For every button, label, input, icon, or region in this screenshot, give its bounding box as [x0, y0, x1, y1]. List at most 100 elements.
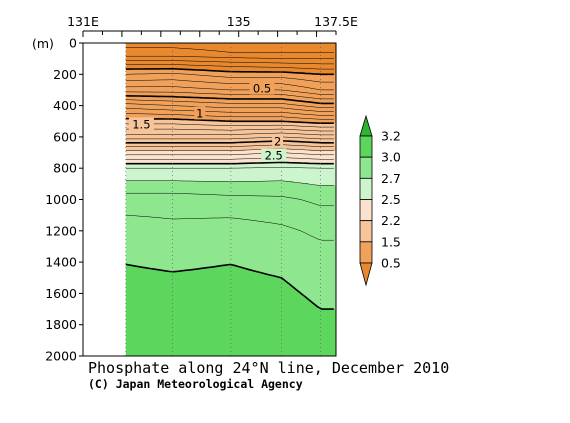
field-cell — [260, 163, 265, 182]
colorbar: 3.2 3.0 2.7 2.5 2.2 1.5 0.5 — [359, 114, 401, 287]
field-cell — [251, 43, 256, 72]
field-cell — [200, 181, 205, 270]
field-cell — [236, 151, 241, 164]
field-cell — [272, 43, 277, 72]
field-cell — [152, 269, 157, 356]
field-cell — [269, 121, 274, 150]
field-cell — [314, 163, 319, 186]
field-cell — [287, 285, 292, 356]
field-cell — [149, 181, 154, 270]
field-cell — [281, 181, 286, 280]
field-cell — [260, 43, 265, 72]
contour-line — [125, 180, 334, 186]
field-cell — [152, 163, 157, 182]
field-cell — [281, 43, 286, 74]
field-cell — [158, 271, 163, 356]
field-cell — [140, 181, 145, 268]
field-cell — [167, 181, 172, 272]
field-cell — [299, 293, 304, 356]
field-cell — [299, 163, 304, 184]
field-cell — [182, 163, 187, 182]
field-cell — [152, 119, 157, 152]
field-cell — [272, 277, 277, 356]
field-cell — [311, 303, 316, 356]
colorbar-band — [359, 177, 373, 200]
y-tick-label: 0 — [69, 36, 77, 51]
field-cell — [179, 163, 184, 182]
field-cell — [281, 121, 286, 150]
field-cell — [239, 163, 244, 182]
field-cell — [269, 275, 274, 356]
field-cell — [155, 269, 160, 356]
field-cell — [284, 281, 289, 356]
field-cell — [263, 163, 268, 182]
colorbar-label: 2.7 — [381, 171, 401, 186]
field-cell — [197, 43, 202, 72]
field-cell — [191, 269, 196, 356]
contour-label: 1 — [196, 106, 203, 120]
field-cell — [257, 181, 262, 274]
field-cell — [263, 43, 268, 72]
field-cell — [239, 43, 244, 72]
field-cell — [143, 151, 148, 164]
field-cell — [251, 149, 256, 164]
field-cell — [278, 71, 283, 122]
colorbar-band — [359, 241, 373, 264]
contour-line — [125, 136, 334, 140]
field-cell — [164, 181, 169, 272]
field-cell — [185, 69, 190, 120]
field-cell — [152, 151, 157, 164]
field-cell — [221, 121, 226, 152]
field-cell — [218, 151, 223, 164]
field-cell — [209, 151, 214, 164]
field-cell — [242, 43, 247, 72]
colorbar-label: 0.5 — [381, 256, 401, 271]
field-cell — [251, 121, 256, 150]
field-cell — [215, 151, 220, 164]
field-cell — [233, 121, 238, 152]
field-cell — [308, 73, 313, 124]
field-cell — [230, 43, 235, 72]
field-cell — [224, 265, 229, 356]
field-cell — [326, 123, 331, 152]
field-cell — [203, 121, 208, 152]
field-cell — [284, 149, 289, 164]
field-cell — [275, 163, 280, 182]
field-cell — [146, 151, 151, 164]
field-cell — [173, 181, 178, 272]
contour-line — [125, 86, 334, 95]
field-cell — [200, 163, 205, 182]
field-cell — [212, 267, 217, 356]
field-cell — [320, 151, 325, 164]
field-cell — [320, 75, 325, 124]
field-cell — [275, 181, 280, 278]
field-cell — [167, 119, 172, 152]
field-cell — [170, 271, 175, 356]
field-cell — [131, 163, 136, 182]
field-cell — [272, 163, 277, 182]
field-cell — [185, 151, 190, 164]
field-cell — [296, 163, 301, 184]
field-cell — [218, 265, 223, 356]
field-cell — [323, 163, 328, 186]
field-cell — [158, 181, 163, 272]
field-cell — [239, 267, 244, 356]
field-cell — [305, 73, 310, 124]
field-cell — [293, 289, 298, 356]
field-cell — [233, 163, 238, 182]
field-cell — [260, 121, 265, 150]
field-cell — [245, 121, 250, 150]
field-cell — [164, 151, 169, 164]
field-cell — [311, 185, 316, 304]
field-cell — [311, 151, 316, 164]
field-cell — [284, 181, 289, 282]
field-cell — [155, 119, 160, 152]
field-cell — [188, 151, 193, 164]
y-tick-label: 600 — [53, 129, 77, 144]
field-cell — [197, 151, 202, 164]
field-cell — [233, 265, 238, 356]
field-cell — [140, 151, 145, 164]
field-cell — [308, 163, 313, 186]
field-cell — [326, 151, 331, 164]
field-cell — [227, 265, 232, 356]
